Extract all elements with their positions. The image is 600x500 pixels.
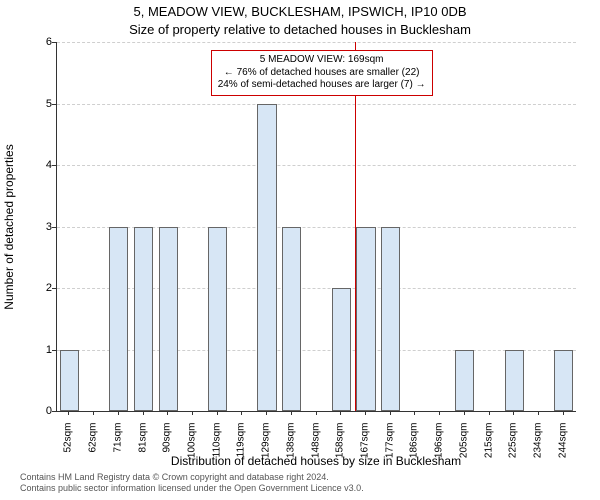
footer-line2: Contains public sector information licen…	[20, 483, 364, 494]
x-tick-mark	[563, 411, 564, 415]
x-tick-label: 196sqm	[434, 423, 445, 468]
x-tick-mark	[143, 411, 144, 415]
annotation-line: 5 MEADOW VIEW: 169sqm	[218, 54, 426, 67]
x-tick-label: 234sqm	[532, 423, 543, 468]
x-tick-mark	[439, 411, 440, 415]
x-tick-mark	[118, 411, 119, 415]
x-tick-label: 71sqm	[112, 423, 123, 468]
x-tick-label: 119sqm	[236, 423, 247, 468]
annotation-line: ← 76% of detached houses are smaller (22…	[218, 67, 426, 80]
footer-attribution: Contains HM Land Registry data © Crown c…	[20, 472, 364, 494]
marker-line	[355, 42, 356, 411]
x-tick-mark	[167, 411, 168, 415]
x-tick-mark	[365, 411, 366, 415]
x-tick-mark	[390, 411, 391, 415]
bar	[134, 227, 153, 412]
x-tick-label: 90sqm	[162, 423, 173, 468]
x-tick-mark	[489, 411, 490, 415]
x-tick-mark	[291, 411, 292, 415]
gridline	[57, 42, 576, 43]
y-tick-label: 3	[38, 221, 52, 233]
footer-line1: Contains HM Land Registry data © Crown c…	[20, 472, 364, 483]
x-tick-mark	[217, 411, 218, 415]
x-tick-mark	[316, 411, 317, 415]
x-tick-label: 81sqm	[137, 423, 148, 468]
x-tick-mark	[340, 411, 341, 415]
y-tick-mark	[52, 288, 56, 289]
x-tick-mark	[513, 411, 514, 415]
x-tick-label: 225sqm	[508, 423, 519, 468]
x-tick-label: 110sqm	[211, 423, 222, 468]
bar	[381, 227, 400, 412]
x-tick-label: 100sqm	[186, 423, 197, 468]
bar	[356, 227, 375, 412]
bar	[282, 227, 301, 412]
bar	[208, 227, 227, 412]
bar-chart: 5 MEADOW VIEW: 169sqm← 76% of detached h…	[56, 42, 576, 412]
x-tick-label: 138sqm	[285, 423, 296, 468]
x-tick-label: 244sqm	[557, 423, 568, 468]
x-tick-mark	[538, 411, 539, 415]
y-tick-mark	[52, 42, 56, 43]
bar	[554, 350, 573, 412]
bar	[60, 350, 79, 412]
y-axis-label: Number of detached properties	[2, 42, 16, 412]
y-tick-label: 0	[38, 405, 52, 417]
x-tick-label: 177sqm	[384, 423, 395, 468]
x-tick-label: 167sqm	[359, 423, 370, 468]
x-tick-label: 158sqm	[335, 423, 346, 468]
x-tick-label: 205sqm	[458, 423, 469, 468]
x-tick-mark	[93, 411, 94, 415]
y-tick-label: 4	[38, 159, 52, 171]
x-tick-label: 62sqm	[88, 423, 99, 468]
bar	[257, 104, 276, 412]
gridline	[57, 165, 576, 166]
x-tick-label: 186sqm	[409, 423, 420, 468]
bar	[332, 288, 351, 411]
bar	[159, 227, 178, 412]
x-tick-mark	[192, 411, 193, 415]
y-tick-mark	[52, 411, 56, 412]
x-tick-label: 148sqm	[310, 423, 321, 468]
annotation-line: 24% of semi-detached houses are larger (…	[218, 79, 426, 92]
y-tick-mark	[52, 165, 56, 166]
x-tick-label: 215sqm	[483, 423, 494, 468]
y-tick-label: 5	[38, 98, 52, 110]
x-tick-mark	[241, 411, 242, 415]
gridline	[57, 104, 576, 105]
bar	[109, 227, 128, 412]
bar	[455, 350, 474, 412]
y-tick-mark	[52, 350, 56, 351]
annotation-box: 5 MEADOW VIEW: 169sqm← 76% of detached h…	[211, 50, 433, 96]
y-tick-label: 2	[38, 282, 52, 294]
x-tick-mark	[266, 411, 267, 415]
x-tick-mark	[414, 411, 415, 415]
y-tick-mark	[52, 104, 56, 105]
x-tick-mark	[68, 411, 69, 415]
y-tick-mark	[52, 227, 56, 228]
chart-title-line2: Size of property relative to detached ho…	[0, 22, 600, 37]
y-tick-label: 1	[38, 344, 52, 356]
x-tick-label: 129sqm	[261, 423, 272, 468]
y-tick-label: 6	[38, 36, 52, 48]
chart-title-line1: 5, MEADOW VIEW, BUCKLESHAM, IPSWICH, IP1…	[0, 4, 600, 19]
bar	[505, 350, 524, 412]
x-tick-label: 52sqm	[63, 423, 74, 468]
x-tick-mark	[464, 411, 465, 415]
